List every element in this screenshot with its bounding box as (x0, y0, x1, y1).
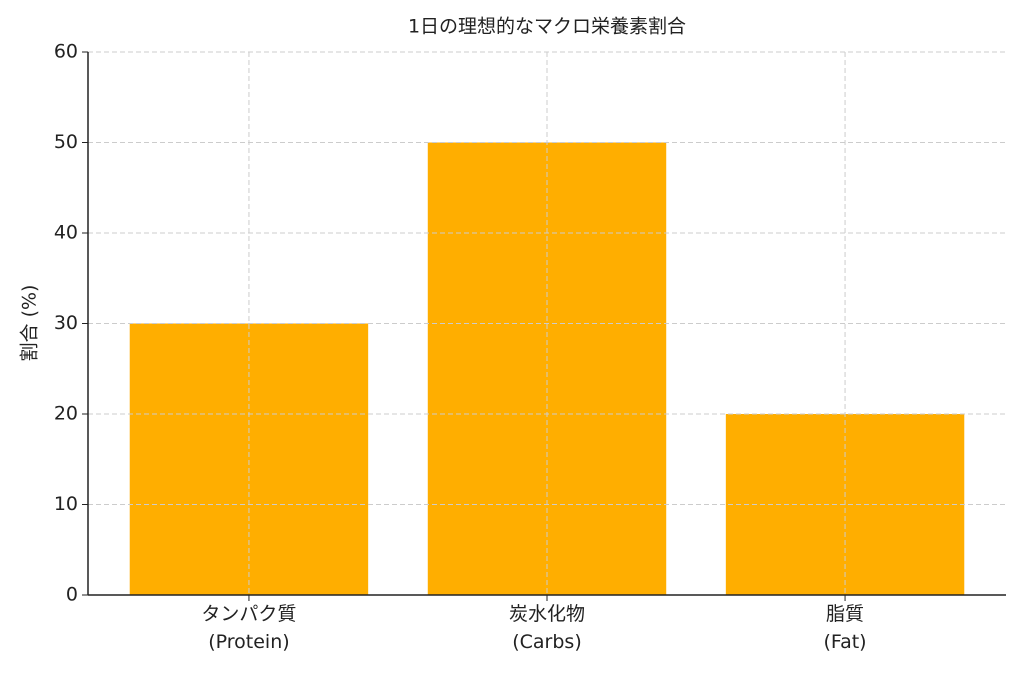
y-tick-label: 40 (54, 222, 78, 244)
y-tick-label: 0 (66, 584, 78, 606)
y-axis-label: 割合 (%) (19, 285, 41, 362)
x-tick-label: 炭水化物 (Carbs) (508, 603, 585, 653)
y-tick-label: 60 (54, 41, 78, 63)
chart-title: 1日の理想的なマクロ栄養素割合 (408, 16, 686, 38)
x-tick-label: タンパク質 (Protein) (201, 603, 297, 653)
grid (88, 51, 1006, 596)
y-tick-label: 30 (54, 312, 78, 334)
y-tick-label: 50 (54, 131, 78, 153)
y-tick-label: 20 (54, 403, 78, 425)
x-tick-label: 脂質 (Fat) (823, 603, 867, 653)
y-tick-label: 10 (54, 493, 78, 515)
